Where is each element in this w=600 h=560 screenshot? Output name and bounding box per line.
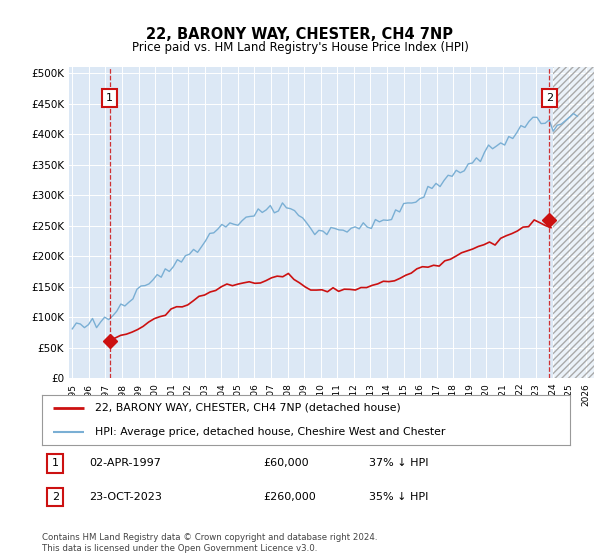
Text: Contains HM Land Registry data © Crown copyright and database right 2024.
This d: Contains HM Land Registry data © Crown c… bbox=[42, 534, 377, 553]
Text: Price paid vs. HM Land Registry's House Price Index (HPI): Price paid vs. HM Land Registry's House … bbox=[131, 40, 469, 54]
Text: 22, BARONY WAY, CHESTER, CH4 7NP (detached house): 22, BARONY WAY, CHESTER, CH4 7NP (detach… bbox=[95, 403, 401, 413]
Text: 1: 1 bbox=[106, 92, 113, 102]
Text: 23-OCT-2023: 23-OCT-2023 bbox=[89, 492, 163, 502]
Text: £60,000: £60,000 bbox=[264, 459, 310, 468]
Text: 2: 2 bbox=[52, 492, 59, 502]
Bar bbox=[553, 67, 594, 378]
Text: 37% ↓ HPI: 37% ↓ HPI bbox=[370, 459, 429, 468]
Text: 1: 1 bbox=[52, 459, 59, 468]
Text: 22, BARONY WAY, CHESTER, CH4 7NP: 22, BARONY WAY, CHESTER, CH4 7NP bbox=[146, 27, 454, 42]
Text: HPI: Average price, detached house, Cheshire West and Chester: HPI: Average price, detached house, Ches… bbox=[95, 427, 445, 437]
Text: £260,000: £260,000 bbox=[264, 492, 317, 502]
Text: 35% ↓ HPI: 35% ↓ HPI bbox=[370, 492, 429, 502]
Text: 2: 2 bbox=[546, 92, 553, 102]
Text: 02-APR-1997: 02-APR-1997 bbox=[89, 459, 161, 468]
